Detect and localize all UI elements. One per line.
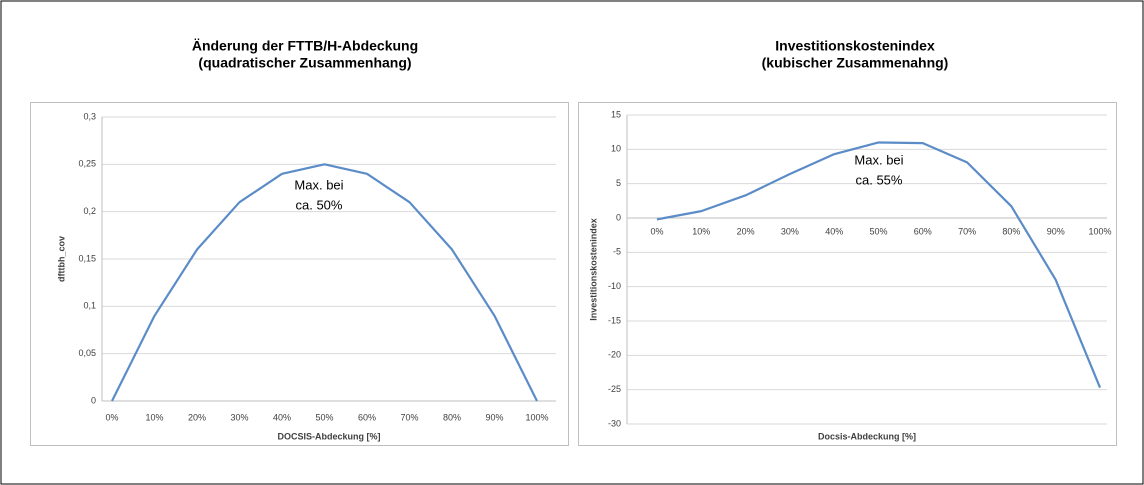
x-tick-label: 50% xyxy=(869,226,887,236)
x-tick-label: 10% xyxy=(692,226,710,236)
x-tick-label: 100% xyxy=(525,412,548,422)
x-tick-label: 40% xyxy=(825,226,843,236)
x-tick-label: 70% xyxy=(400,412,418,422)
line-series xyxy=(656,141,1102,389)
chart-title: Änderung der FTTB/H-Abdeckung xyxy=(192,38,418,54)
y-tick-label: 0,2 xyxy=(83,206,96,216)
y-tick-label: 0 xyxy=(91,395,96,405)
chart-subtitle: (kubischer Zusammenahng) xyxy=(762,55,949,71)
x-tick-label: 100% xyxy=(1088,226,1111,236)
y-tick-label: 0,25 xyxy=(78,159,96,169)
annotation: ca. 55% xyxy=(856,172,903,187)
x-tick-label: 50% xyxy=(315,412,333,422)
x-tick-label: 0% xyxy=(105,412,118,422)
y-tick-label: 0,05 xyxy=(78,348,96,358)
annotation: Max. bei xyxy=(854,152,903,167)
x-tick-label: 30% xyxy=(781,226,799,236)
y-axis-title: dfttbh_cov xyxy=(56,236,66,282)
y-axis-title: Investitionskostenindex xyxy=(588,218,598,321)
x-tick-label: 10% xyxy=(145,412,163,422)
y-tick-label: -5 xyxy=(613,247,621,257)
chart-box xyxy=(578,102,1117,446)
chart-title: Investitionskostenindex xyxy=(775,38,935,54)
chart-box xyxy=(30,102,569,446)
x-tick-label: 90% xyxy=(485,412,503,422)
y-tick-label: 5 xyxy=(616,178,621,188)
y-tick-label: 0 xyxy=(616,212,621,222)
y-tick-label: 0,15 xyxy=(78,253,96,263)
y-tick-label: -15 xyxy=(608,315,621,325)
annotation: Max. bei xyxy=(294,177,343,192)
x-tick-label: 30% xyxy=(230,412,248,422)
x-tick-label: 20% xyxy=(188,412,206,422)
y-tick-label: 0,3 xyxy=(83,111,96,121)
x-axis-title: Docsis-Abdeckung [%] xyxy=(818,431,916,441)
annotation: ca. 50% xyxy=(296,197,343,212)
y-tick-label: -20 xyxy=(608,350,621,360)
chart-subtitle: (quadratischer Zusammenhang) xyxy=(198,55,411,71)
x-axis-title: DOCSIS-Abdeckung [%] xyxy=(277,431,380,441)
x-tick-label: 20% xyxy=(737,226,755,236)
y-tick-label: -25 xyxy=(608,384,621,394)
y-tick-label: 10 xyxy=(611,144,621,154)
x-tick-label: 60% xyxy=(358,412,376,422)
x-tick-label: 90% xyxy=(1047,226,1065,236)
x-tick-label: 80% xyxy=(1002,226,1020,236)
x-tick-label: 40% xyxy=(273,412,291,422)
y-tick-label: 15 xyxy=(611,109,621,119)
x-tick-label: 0% xyxy=(650,226,663,236)
x-tick-label: 60% xyxy=(914,226,932,236)
y-tick-label: -30 xyxy=(608,418,621,428)
y-tick-label: -10 xyxy=(608,281,621,291)
x-tick-label: 80% xyxy=(443,412,461,422)
x-tick-label: 70% xyxy=(958,226,976,236)
line-series xyxy=(111,163,538,402)
y-tick-label: 0,1 xyxy=(83,301,96,311)
